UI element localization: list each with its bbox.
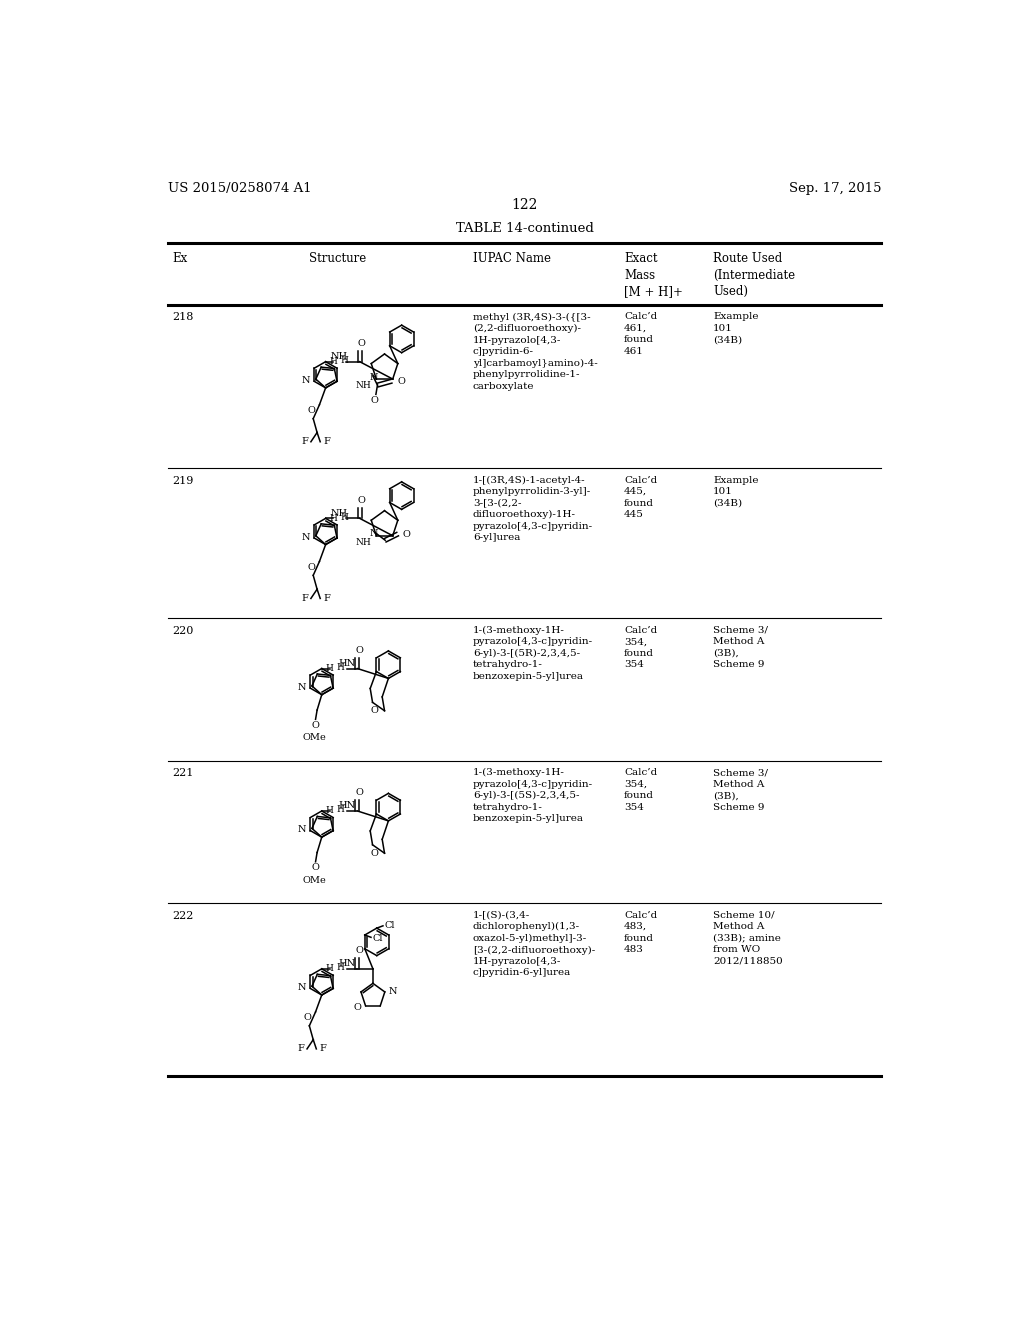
Text: 220: 220	[172, 626, 194, 636]
Text: O: O	[307, 564, 315, 572]
Text: Calc’d
461,
found
461: Calc’d 461, found 461	[624, 313, 657, 356]
Text: Calc’d
354,
found
354: Calc’d 354, found 354	[624, 626, 657, 669]
Text: H: H	[336, 663, 344, 672]
Text: N: N	[389, 987, 397, 997]
Text: F: F	[301, 437, 308, 446]
Text: O: O	[357, 495, 366, 504]
Text: NH: NH	[356, 539, 372, 546]
Text: HN: HN	[339, 960, 356, 968]
Text: 218: 218	[172, 313, 194, 322]
Text: US 2015/0258074 A1: US 2015/0258074 A1	[168, 182, 312, 194]
Text: N: N	[298, 682, 306, 692]
Text: O: O	[371, 706, 378, 715]
Text: H: H	[326, 664, 334, 673]
Text: F: F	[324, 437, 330, 446]
Text: 221: 221	[172, 768, 194, 779]
Text: O: O	[371, 396, 378, 405]
Text: NH: NH	[331, 508, 348, 517]
Text: 1-[(3R,4S)-1-acetyl-4-
phenylpyrrolidin-3-yl]-
3-[3-(2,2-
difluoroethoxy)-1H-
py: 1-[(3R,4S)-1-acetyl-4- phenylpyrrolidin-…	[473, 475, 593, 543]
Text: Cl: Cl	[373, 933, 383, 942]
Text: N: N	[302, 533, 310, 541]
Text: O: O	[355, 645, 362, 655]
Text: H: H	[340, 356, 348, 366]
Text: HN: HN	[339, 801, 356, 810]
Text: Scheme 3/
Method A
(3B),
Scheme 9: Scheme 3/ Method A (3B), Scheme 9	[713, 626, 768, 669]
Text: NH: NH	[331, 352, 348, 360]
Text: O: O	[397, 376, 406, 385]
Text: 122: 122	[512, 198, 538, 213]
Text: Scheme 10/
Method A
(33B); amine
from WO
2012/118850: Scheme 10/ Method A (33B); amine from WO…	[713, 911, 783, 965]
Text: H: H	[326, 965, 334, 973]
Text: OMe: OMe	[302, 733, 326, 742]
Text: O: O	[354, 1003, 361, 1012]
Text: Ex: Ex	[172, 252, 187, 265]
Text: Exact
Mass
[M + H]+: Exact Mass [M + H]+	[624, 252, 683, 298]
Text: NH: NH	[356, 381, 372, 391]
Text: Example
101
(34B): Example 101 (34B)	[713, 313, 759, 345]
Text: Route Used
(Intermediate
Used): Route Used (Intermediate Used)	[713, 252, 796, 298]
Text: Cl: Cl	[385, 920, 395, 929]
Text: N: N	[298, 983, 306, 993]
Text: N: N	[370, 372, 378, 381]
Text: O: O	[311, 721, 319, 730]
Text: F: F	[324, 594, 330, 603]
Text: Sep. 17, 2015: Sep. 17, 2015	[788, 182, 882, 194]
Text: H: H	[330, 358, 337, 366]
Text: 1-(3-methoxy-1H-
pyrazolo[4,3-c]pyridin-
6-yl)-3-[(5S)-2,3,4,5-
tetrahydro-1-
be: 1-(3-methoxy-1H- pyrazolo[4,3-c]pyridin-…	[473, 768, 593, 824]
Text: 1-(3-methoxy-1H-
pyrazolo[4,3-c]pyridin-
6-yl)-3-[(5R)-2,3,4,5-
tetrahydro-1-
be: 1-(3-methoxy-1H- pyrazolo[4,3-c]pyridin-…	[473, 626, 593, 681]
Text: IUPAC Name: IUPAC Name	[473, 252, 551, 265]
Text: H: H	[336, 805, 344, 814]
Text: F: F	[301, 594, 308, 603]
Text: N: N	[370, 529, 378, 539]
Text: H: H	[336, 964, 344, 973]
Text: F: F	[297, 1044, 304, 1053]
Text: Calc’d
445,
found
445: Calc’d 445, found 445	[624, 475, 657, 519]
Text: Example
101
(34B): Example 101 (34B)	[713, 475, 759, 508]
Text: Calc’d
354,
found
354: Calc’d 354, found 354	[624, 768, 657, 812]
Text: O: O	[402, 529, 411, 539]
Text: O: O	[311, 863, 319, 873]
Text: Calc’d
483,
found
483: Calc’d 483, found 483	[624, 911, 657, 954]
Text: N: N	[302, 376, 310, 385]
Text: F: F	[319, 1044, 327, 1053]
Text: H: H	[330, 513, 337, 523]
Text: H: H	[340, 513, 348, 521]
Text: O: O	[307, 407, 315, 416]
Text: Structure: Structure	[308, 252, 366, 265]
Text: O: O	[304, 1014, 311, 1023]
Text: O: O	[355, 788, 362, 797]
Text: 1-[(S)-(3,4-
dichlorophenyl)(1,3-
oxazol-5-yl)methyl]-3-
[3-(2,2-difluoroethoxy): 1-[(S)-(3,4- dichlorophenyl)(1,3- oxazol…	[473, 911, 595, 977]
Text: O: O	[355, 946, 362, 954]
Text: 219: 219	[172, 475, 194, 486]
Text: OMe: OMe	[302, 875, 326, 884]
Text: O: O	[371, 849, 378, 858]
Text: HN: HN	[339, 659, 356, 668]
Text: methyl (3R,4S)-3-({[3-
(2,2-difluoroethoxy)-
1H-pyrazolo[4,3-
c]pyridin-6-
yl]ca: methyl (3R,4S)-3-({[3- (2,2-difluoroetho…	[473, 313, 598, 391]
Text: Scheme 3/
Method A
(3B),
Scheme 9: Scheme 3/ Method A (3B), Scheme 9	[713, 768, 768, 812]
Text: H: H	[326, 807, 334, 816]
Text: O: O	[357, 339, 366, 348]
Text: N: N	[298, 825, 306, 834]
Text: TABLE 14-continued: TABLE 14-continued	[456, 222, 594, 235]
Text: 222: 222	[172, 911, 194, 920]
